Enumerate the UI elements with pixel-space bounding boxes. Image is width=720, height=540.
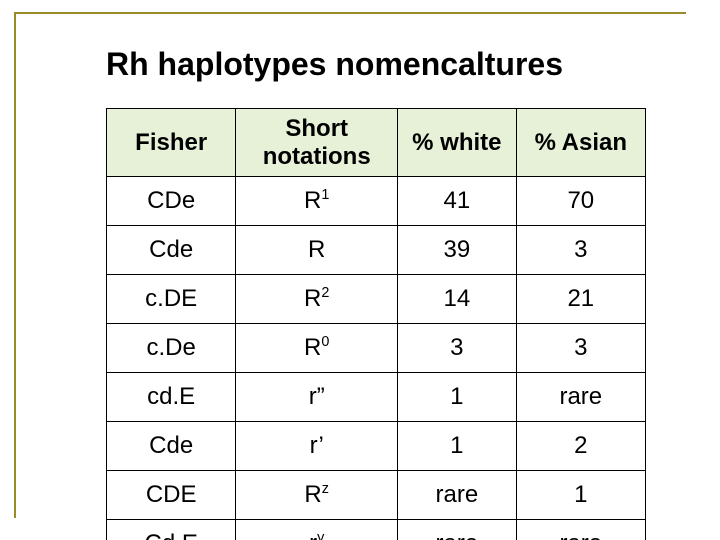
cell-asian: 2	[516, 422, 645, 471]
cell-short: R0	[236, 324, 398, 373]
col-fisher: Fisher	[107, 109, 236, 177]
cell-asian: rare	[516, 520, 645, 540]
page-title: Rh haplotypes nomencaltures	[106, 46, 563, 83]
cell-white: 39	[398, 226, 517, 275]
table-row: CDeR14170	[107, 177, 646, 226]
short-sup: z	[322, 481, 329, 497]
table-row: cd.E r” 1rare	[107, 373, 646, 422]
cell-short: ry	[236, 520, 398, 540]
short-sup: 1	[321, 187, 329, 203]
cell-fisher: c.DE	[107, 275, 236, 324]
col-pct-asian: % Asian	[516, 109, 645, 177]
cell-white: rare	[398, 520, 517, 540]
cell-fisher: Cd.E	[107, 520, 236, 540]
short-sup: y	[317, 530, 324, 540]
cell-asian: 3	[516, 324, 645, 373]
cell-fisher: Cde	[107, 226, 236, 275]
table-row: c.DeR033	[107, 324, 646, 373]
cell-fisher: CDe	[107, 177, 236, 226]
short-base: r	[309, 530, 317, 540]
table-row: Cd.Eryrarerare	[107, 520, 646, 540]
cell-asian: rare	[516, 373, 645, 422]
slide: Rh haplotypes nomencaltures Fisher Short…	[0, 0, 720, 540]
cell-fisher: c.De	[107, 324, 236, 373]
cell-white: 41	[398, 177, 517, 226]
cell-asian: 1	[516, 471, 645, 520]
short-base: R	[304, 481, 321, 508]
col-short-notations: Short notations	[236, 109, 398, 177]
short-base: r”	[309, 383, 325, 410]
corner-bracket	[14, 12, 106, 88]
short-base: R	[304, 334, 321, 361]
short-base: R	[308, 236, 325, 263]
haplotype-table: Fisher Short notations % white % Asian C…	[106, 108, 646, 540]
cell-short: R1	[236, 177, 398, 226]
cell-white: 1	[398, 373, 517, 422]
cell-short: Rz	[236, 471, 398, 520]
table-body: CDeR14170CdeR393c.DER21421c.DeR033cd.Er”…	[107, 177, 646, 540]
cell-white: 14	[398, 275, 517, 324]
table-row: c.DER21421	[107, 275, 646, 324]
short-base: R	[304, 285, 321, 312]
short-sup: 2	[321, 285, 329, 301]
cell-fisher: CDE	[107, 471, 236, 520]
cell-short: R	[236, 226, 398, 275]
short-base: r’	[310, 432, 324, 459]
col-pct-white: % white	[398, 109, 517, 177]
short-base: R	[304, 187, 321, 214]
cell-fisher: Cde	[107, 422, 236, 471]
cell-white: rare	[398, 471, 517, 520]
cell-asian: 70	[516, 177, 645, 226]
table-row: Cde r’ 12	[107, 422, 646, 471]
cell-short: r’	[236, 422, 398, 471]
cell-short: R2	[236, 275, 398, 324]
table-row: CDERzrare1	[107, 471, 646, 520]
cell-white: 3	[398, 324, 517, 373]
table-row: Cde R 393	[107, 226, 646, 275]
cell-white: 1	[398, 422, 517, 471]
cell-short: r”	[236, 373, 398, 422]
cell-asian: 21	[516, 275, 645, 324]
cell-asian: 3	[516, 226, 645, 275]
cell-fisher: cd.E	[107, 373, 236, 422]
table-header-row: Fisher Short notations % white % Asian	[107, 109, 646, 177]
short-sup: 0	[321, 334, 329, 350]
